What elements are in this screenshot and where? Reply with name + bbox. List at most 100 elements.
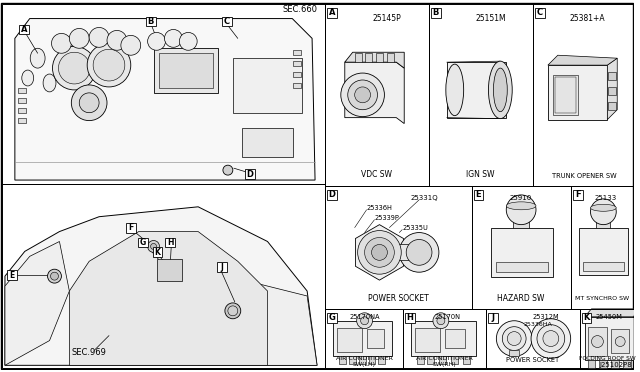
- Bar: [582, 262, 624, 271]
- Text: B: B: [147, 17, 154, 26]
- Ellipse shape: [446, 64, 463, 116]
- Ellipse shape: [591, 204, 616, 211]
- Bar: [588, 360, 595, 368]
- Text: SEC.660: SEC.660: [282, 5, 317, 14]
- Circle shape: [531, 319, 571, 358]
- Circle shape: [225, 303, 241, 319]
- Text: K: K: [155, 248, 161, 257]
- Bar: [157, 259, 182, 281]
- Text: 25170N: 25170N: [435, 314, 461, 320]
- Bar: [2, 4, 325, 184]
- Bar: [244, 169, 255, 179]
- Bar: [611, 360, 620, 368]
- Text: 25170NA: 25170NA: [349, 314, 380, 320]
- Text: K: K: [583, 313, 589, 322]
- Text: HAZARD SW: HAZARD SW: [497, 295, 545, 304]
- Text: F: F: [128, 223, 133, 232]
- Circle shape: [508, 332, 521, 346]
- Circle shape: [51, 33, 71, 53]
- Text: J: J: [492, 313, 495, 322]
- Circle shape: [148, 32, 166, 50]
- Text: TRUNK OPENER SW: TRUNK OPENER SW: [552, 173, 617, 179]
- Bar: [474, 190, 483, 200]
- Text: MT SYNCHRO SW: MT SYNCHRO SW: [575, 296, 629, 301]
- Bar: [513, 210, 529, 228]
- Ellipse shape: [30, 48, 45, 68]
- Bar: [611, 329, 629, 353]
- Text: FOLDING ROOF SW: FOLDING ROOF SW: [579, 356, 636, 361]
- Bar: [355, 53, 362, 62]
- Bar: [608, 102, 616, 110]
- Circle shape: [107, 31, 127, 50]
- Bar: [378, 356, 385, 364]
- Bar: [376, 53, 383, 62]
- Bar: [463, 356, 470, 364]
- Text: 25339P: 25339P: [374, 215, 399, 221]
- Circle shape: [228, 306, 238, 316]
- Circle shape: [537, 325, 564, 352]
- Text: 25910: 25910: [510, 195, 532, 201]
- Circle shape: [506, 195, 536, 225]
- Bar: [325, 186, 472, 309]
- Bar: [327, 8, 337, 17]
- Bar: [429, 4, 533, 186]
- Bar: [166, 237, 175, 247]
- Bar: [333, 321, 392, 356]
- Bar: [18, 98, 26, 103]
- Text: C: C: [224, 17, 230, 26]
- Text: E: E: [476, 190, 481, 199]
- Text: H: H: [167, 238, 173, 247]
- Text: 25381+A: 25381+A: [570, 14, 605, 23]
- Text: E: E: [9, 271, 15, 280]
- Bar: [358, 356, 365, 364]
- Text: 25151M: 25151M: [475, 14, 506, 23]
- Bar: [2, 184, 325, 368]
- Circle shape: [47, 269, 61, 283]
- Text: F: F: [575, 190, 580, 199]
- Bar: [608, 72, 616, 80]
- Bar: [533, 4, 634, 186]
- Circle shape: [93, 49, 125, 81]
- Bar: [18, 108, 26, 113]
- Ellipse shape: [506, 202, 536, 210]
- Text: A: A: [329, 8, 335, 17]
- Bar: [509, 350, 519, 356]
- Text: D: D: [246, 170, 253, 179]
- Bar: [579, 228, 628, 275]
- Polygon shape: [15, 19, 315, 180]
- Text: A: A: [20, 25, 27, 34]
- Circle shape: [148, 240, 159, 252]
- Text: 25133: 25133: [594, 195, 616, 201]
- Circle shape: [497, 321, 532, 356]
- Text: B: B: [433, 8, 439, 17]
- Polygon shape: [5, 241, 69, 365]
- Text: IGN SW: IGN SW: [467, 170, 495, 179]
- Bar: [486, 309, 580, 368]
- Circle shape: [89, 28, 109, 47]
- Text: 25145P: 25145P: [372, 14, 401, 23]
- Bar: [427, 356, 434, 364]
- Text: 25331Q: 25331Q: [410, 195, 438, 201]
- Bar: [405, 313, 415, 323]
- Bar: [233, 58, 302, 113]
- Circle shape: [372, 244, 387, 260]
- Circle shape: [433, 313, 449, 329]
- Bar: [588, 327, 607, 356]
- Bar: [349, 356, 356, 364]
- Circle shape: [150, 243, 157, 249]
- Bar: [242, 128, 293, 157]
- Bar: [18, 88, 26, 93]
- Circle shape: [87, 43, 131, 87]
- Text: POWER SOCKET: POWER SOCKET: [506, 357, 559, 363]
- Text: D: D: [328, 190, 335, 199]
- Polygon shape: [355, 225, 403, 280]
- Circle shape: [58, 52, 90, 84]
- Bar: [126, 223, 136, 232]
- Circle shape: [502, 327, 526, 350]
- Bar: [555, 77, 575, 113]
- Bar: [217, 262, 227, 272]
- Circle shape: [164, 29, 182, 47]
- Circle shape: [223, 165, 233, 175]
- Bar: [337, 328, 362, 352]
- Circle shape: [615, 337, 625, 346]
